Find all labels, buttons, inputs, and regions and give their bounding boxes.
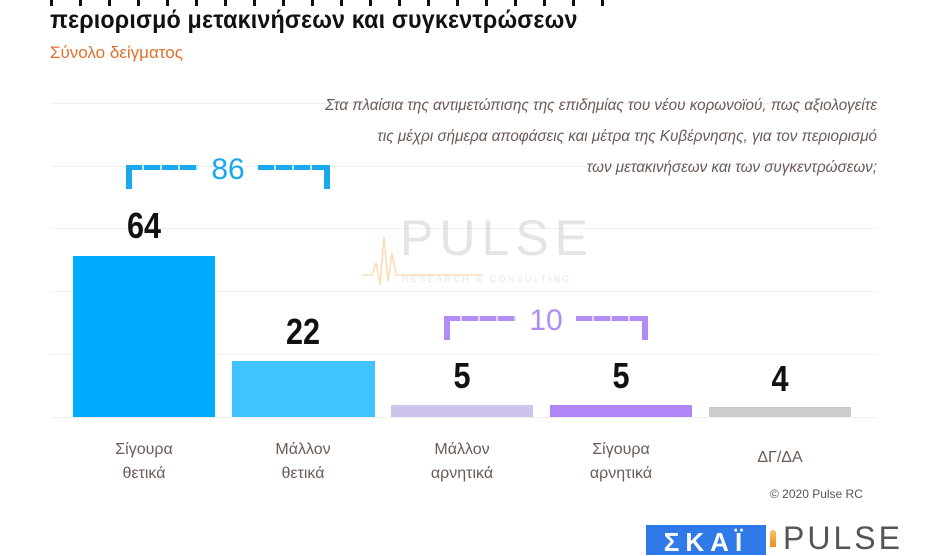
survey-question: Στα πλαίσια της αντιμετώπισης της επιδημ… bbox=[146, 90, 877, 183]
category-definitely-positive: Σίγουρα θετικά bbox=[73, 438, 215, 486]
bar-rather-negative bbox=[391, 405, 533, 417]
category-line: θετικά bbox=[122, 465, 166, 482]
pulse-heartbeat-icon bbox=[362, 236, 482, 286]
category-line: Μάλλον bbox=[434, 441, 490, 458]
bar-rather-positive bbox=[232, 361, 375, 417]
pulse-flame-icon bbox=[770, 530, 776, 547]
category-line: Σίγουρα bbox=[115, 441, 173, 458]
category-dk-na: ΔΓ/ΔΑ bbox=[709, 446, 851, 470]
question-line-3: των μετακινήσεων και των συγκεντρώσεων; bbox=[586, 159, 877, 176]
gridline bbox=[50, 166, 877, 167]
value-definitely-positive: 64 bbox=[126, 205, 162, 246]
value-definitely-negative: 5 bbox=[612, 355, 630, 396]
category-line: ΔΓ/ΔΑ bbox=[757, 449, 803, 466]
question-line-2: τις μέχρι σήμερα αποφάσεις και μέτρα της… bbox=[377, 128, 877, 145]
skai-logo: ΣΚΑΪ bbox=[646, 525, 766, 555]
category-line: αρνητικά bbox=[589, 465, 653, 482]
copyright-notice: © 2020 Pulse RC bbox=[770, 487, 863, 501]
pulse-logo: PULSE bbox=[783, 520, 903, 556]
category-rather-positive: Μάλλον θετικά bbox=[232, 438, 374, 486]
gridline bbox=[50, 228, 877, 229]
gridline bbox=[50, 354, 877, 355]
value-rather-negative: 5 bbox=[453, 355, 471, 396]
positive-total-value: 86 bbox=[211, 153, 245, 186]
gridline bbox=[50, 291, 877, 292]
bar-definitely-negative bbox=[550, 405, 692, 417]
gridline bbox=[50, 103, 877, 104]
category-definitely-negative: Σίγουρα αρνητικά bbox=[550, 438, 692, 486]
category-line: θετικά bbox=[281, 465, 325, 482]
baseline bbox=[50, 417, 877, 418]
bar-dk-na bbox=[709, 407, 851, 417]
chart-title: περιορισμό μετακινήσεων και συγκεντρώσεω… bbox=[50, 6, 578, 34]
category-line: Μάλλον bbox=[275, 441, 331, 458]
pulse-watermark: PULSE RESEARCH & CONSULTING bbox=[362, 210, 588, 293]
category-line: Σίγουρα bbox=[592, 441, 650, 458]
positive-total-bracket: 86 bbox=[126, 153, 330, 189]
value-dk-na: 4 bbox=[771, 358, 789, 399]
watermark-tagline: RESEARCH & CONSULTING bbox=[402, 274, 572, 284]
question-line-1: Στα πλαίσια της αντιμετώπισης της επιδημ… bbox=[325, 97, 877, 114]
bar-definitely-positive bbox=[73, 256, 215, 417]
negative-total-bracket: 10 bbox=[444, 304, 648, 340]
watermark-brand: PULSE bbox=[400, 210, 594, 266]
category-line: αρνητικά bbox=[430, 465, 494, 482]
value-rather-positive: 22 bbox=[285, 311, 321, 352]
chart-subtitle: Σύνολο δείγματος bbox=[50, 43, 183, 62]
category-rather-negative: Μάλλον αρνητικά bbox=[391, 438, 533, 486]
negative-total-value: 10 bbox=[529, 304, 563, 337]
title-line-cutoff bbox=[50, 0, 670, 6]
